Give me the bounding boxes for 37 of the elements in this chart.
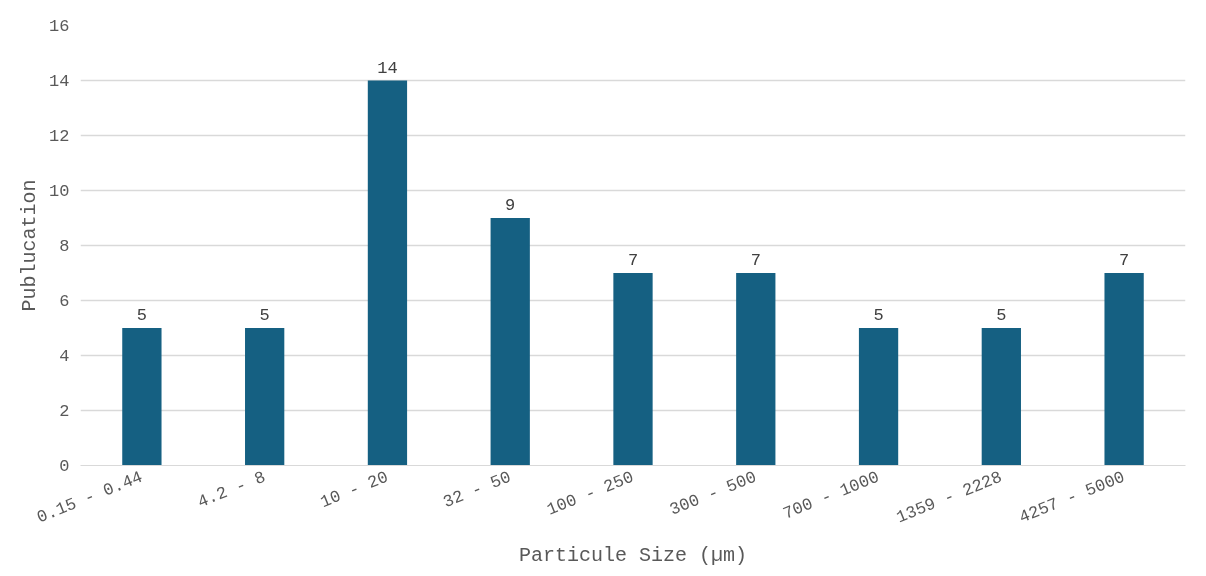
bar: [245, 328, 285, 466]
y-tick-label: 6: [59, 292, 70, 311]
data-label: 14: [377, 58, 398, 78]
x-tick-label: 32 - 50: [440, 467, 514, 513]
y-tick-label: 14: [49, 72, 70, 91]
bar: [122, 328, 162, 466]
y-tick-label: 16: [49, 17, 70, 36]
y-axis-title: Publucation: [18, 179, 42, 312]
data-label: 7: [1119, 251, 1130, 270]
x-tick-label: 4257 - 5000: [1016, 467, 1128, 528]
x-tick-label: 700 - 1000: [780, 467, 883, 524]
y-tick-label: 8: [59, 237, 70, 256]
x-axis-title: Particule Size (µm): [518, 544, 748, 568]
x-tick-label: 10 - 20: [317, 467, 392, 513]
y-tick-label: 2: [59, 402, 70, 421]
bar: [613, 273, 653, 466]
y-tick-label: 4: [59, 347, 70, 366]
bar: [1104, 273, 1144, 466]
data-label: 5: [136, 306, 147, 325]
y-tick-label: 0: [59, 457, 70, 476]
x-tick-label: 100 - 250: [544, 467, 637, 520]
x-tick-label: 4.2 - 8: [194, 467, 269, 513]
x-tick-label: 1359 - 2228: [893, 467, 1005, 528]
x-tick-label: 300 - 500: [667, 467, 760, 520]
data-label: 7: [627, 251, 639, 270]
bar: [858, 328, 899, 466]
bar: [490, 218, 530, 466]
data-label: 7: [750, 251, 761, 270]
y-tick-label: 10: [49, 182, 70, 201]
y-tick-label: 12: [49, 127, 70, 146]
data-label: 5: [996, 306, 1007, 325]
data-label: 9: [505, 196, 516, 215]
bar: [981, 328, 1021, 466]
data-label: 5: [873, 306, 884, 325]
data-label: 5: [259, 306, 270, 325]
bar: [367, 80, 408, 466]
bar: [736, 273, 776, 466]
